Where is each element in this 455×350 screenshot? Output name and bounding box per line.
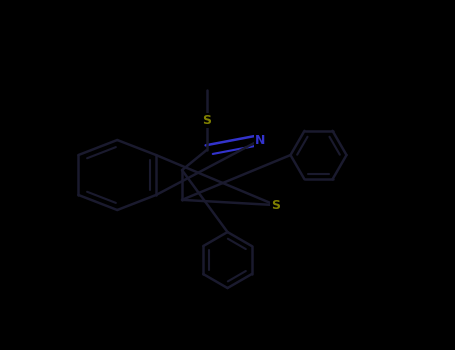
Text: N: N [255, 133, 265, 147]
Text: S: S [271, 198, 280, 212]
Text: S: S [202, 113, 211, 127]
